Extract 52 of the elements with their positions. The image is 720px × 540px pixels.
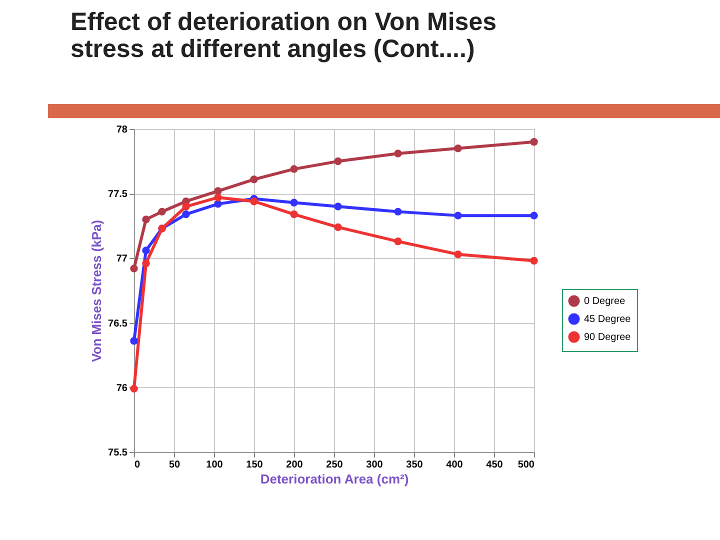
x-tick-label: 300	[366, 460, 384, 470]
x-tick-label: 250	[326, 460, 344, 470]
point	[530, 256, 538, 265]
point	[214, 200, 222, 208]
point	[130, 384, 138, 393]
point	[130, 337, 138, 345]
x-tick-label: 350	[406, 460, 424, 470]
legend-label: 45 Degree	[584, 314, 632, 325]
legend-label: 0 Degree	[584, 296, 626, 307]
point	[394, 150, 402, 158]
legend-label: 90 Degree	[584, 332, 632, 343]
x-tick-label: 100	[206, 460, 224, 470]
point	[290, 198, 298, 207]
point	[454, 212, 462, 220]
x-tick-label: 150	[246, 460, 264, 470]
y-axis-title: Von Mises Stress (kPa)	[89, 220, 104, 362]
y-tick-label: 78	[116, 124, 128, 136]
point	[290, 165, 298, 173]
text: Effect of deterioration on Von Mises	[70, 8, 497, 36]
y-tick-label: 76.5	[108, 318, 128, 330]
x-tick-label: 500	[518, 460, 535, 470]
point	[394, 208, 402, 216]
point	[454, 250, 462, 258]
y-tick-label: 76	[116, 382, 128, 394]
point	[142, 216, 150, 224]
y-tick-label: 77.5	[108, 189, 128, 200]
point	[334, 223, 342, 232]
point	[250, 197, 258, 206]
point	[334, 202, 342, 210]
y-tick-label: 77	[116, 254, 128, 265]
point	[158, 208, 166, 216]
point	[530, 212, 538, 220]
x-tick-label: 400	[446, 460, 464, 470]
point	[334, 157, 342, 166]
point	[130, 264, 138, 272]
point	[214, 194, 222, 202]
x-tick-label: 200	[286, 460, 304, 470]
point	[290, 210, 298, 218]
point	[530, 138, 538, 146]
x-tick-label: 50	[168, 460, 180, 470]
point	[182, 210, 190, 218]
y-tick-label: 75.5	[108, 448, 128, 458]
x-axis-title: Deterioration Area (cm²)	[260, 472, 409, 486]
x-tick-label: 450	[486, 460, 504, 470]
point	[182, 202, 190, 210]
point	[394, 238, 402, 246]
point	[142, 246, 150, 254]
point	[142, 260, 150, 268]
point	[250, 176, 258, 184]
text: stress at different angles (Cont....)	[70, 35, 475, 63]
point	[454, 144, 462, 152]
x-tick-label: 0	[134, 460, 140, 470]
